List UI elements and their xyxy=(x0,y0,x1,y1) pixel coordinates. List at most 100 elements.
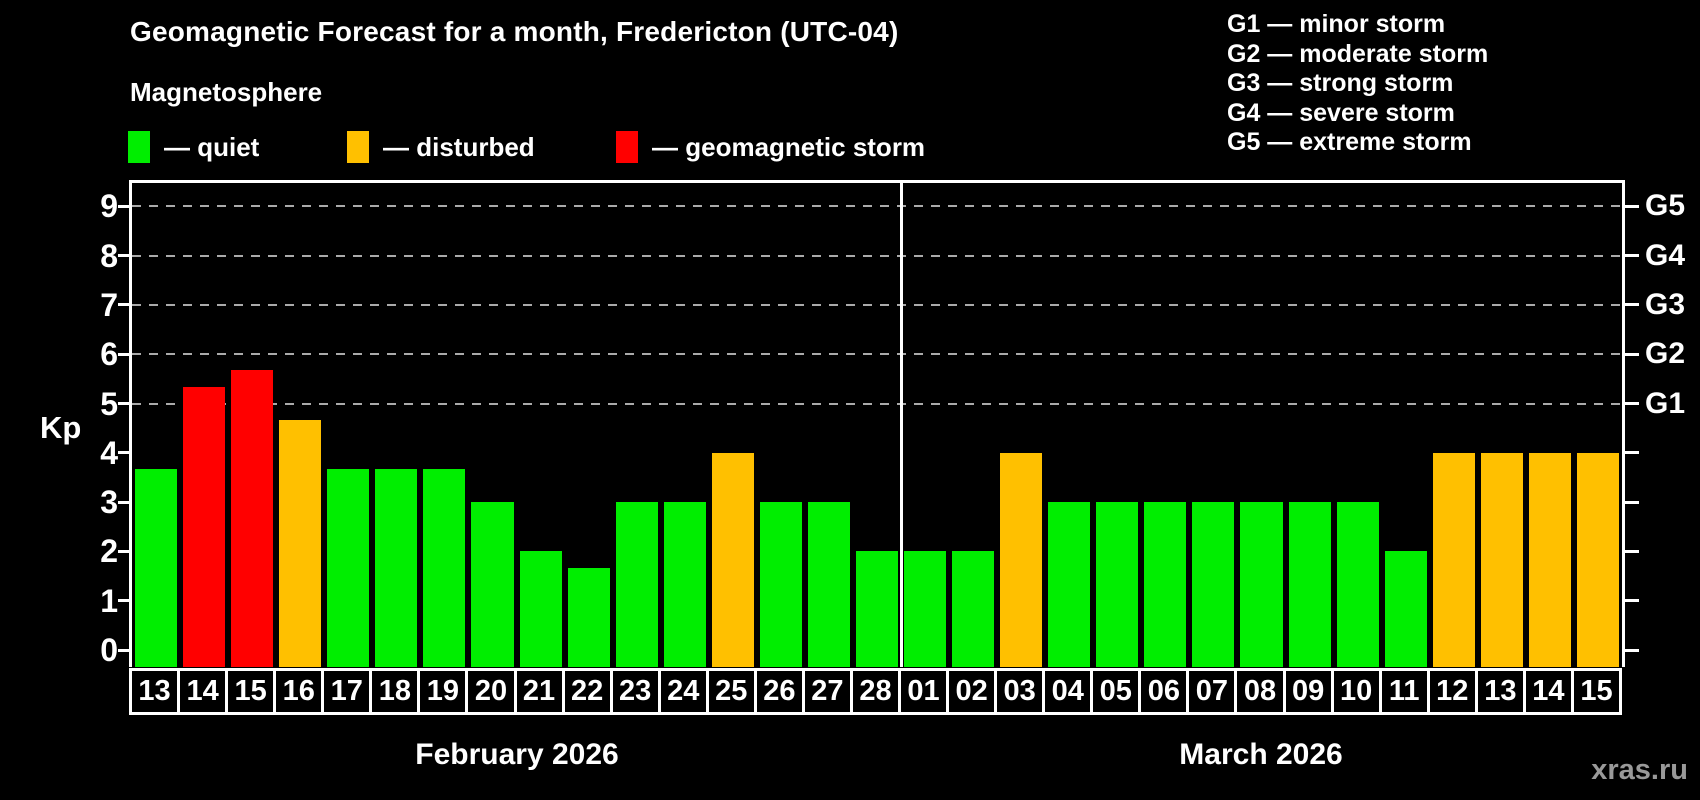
kp-axis-label-3: 3 xyxy=(100,484,118,521)
grid-line-kp6 xyxy=(132,353,1622,356)
date-cell-feb-18: 18 xyxy=(369,668,421,715)
left-tick-0 xyxy=(118,648,132,652)
legend-item-label: — geomagnetic storm xyxy=(652,131,926,162)
bar-feb-20 xyxy=(471,502,514,667)
date-cell-mar-08: 08 xyxy=(1234,668,1286,715)
date-cell-mar-15: 15 xyxy=(1570,668,1622,715)
chart-subtitle: Magnetosphere xyxy=(130,77,323,107)
right-tick-2 xyxy=(1625,549,1639,553)
legend-item-quiet: — quiet xyxy=(128,131,259,163)
date-cell-mar-09: 09 xyxy=(1282,668,1334,715)
date-cell-feb-20: 20 xyxy=(465,668,517,715)
right-tick-6 xyxy=(1625,352,1639,356)
bar-mar-09 xyxy=(1288,502,1331,667)
bar-mar-02 xyxy=(952,551,995,667)
bar-mar-07 xyxy=(1192,502,1235,667)
date-cell-mar-13: 13 xyxy=(1474,668,1526,715)
watermark: xras.ru xyxy=(1591,754,1688,786)
disturbed-color-swatch xyxy=(347,131,369,163)
right-tick-0 xyxy=(1625,648,1639,652)
left-tick-3 xyxy=(118,500,132,504)
bar-mar-05 xyxy=(1096,502,1139,667)
bar-feb-23 xyxy=(615,502,658,667)
date-cell-feb-17: 17 xyxy=(321,668,373,715)
grid-line-kp5 xyxy=(132,402,1622,405)
left-tick-1 xyxy=(118,599,132,603)
g-axis-label-g2: G2 xyxy=(1645,337,1686,371)
bar-mar-14 xyxy=(1528,452,1571,667)
date-cell-mar-07: 07 xyxy=(1186,668,1238,715)
bar-feb-17 xyxy=(327,469,370,667)
bar-feb-13 xyxy=(135,469,178,667)
date-cell-mar-06: 06 xyxy=(1138,668,1190,715)
left-tick-5 xyxy=(118,402,132,405)
bar-feb-28 xyxy=(855,551,899,667)
g-scale-legend: G1 — minor storm G2 — moderate storm G3 … xyxy=(1227,10,1488,158)
date-cell-feb-28: 28 xyxy=(849,668,902,715)
g-axis-label-g1: G1 xyxy=(1645,386,1686,420)
bar-feb-14 xyxy=(183,387,226,667)
bar-mar-12 xyxy=(1432,452,1475,667)
g-scale-line-g5: G5 — extreme storm xyxy=(1227,128,1472,157)
legend-item-label: — disturbed xyxy=(383,131,535,162)
plot-area xyxy=(129,180,1625,667)
y-axis-title: Kp xyxy=(40,410,82,445)
page-title: Geomagnetic Forecast for a month, Freder… xyxy=(130,16,899,47)
date-cell-feb-23: 23 xyxy=(609,668,661,715)
left-tick-7 xyxy=(118,303,132,307)
date-cell-mar-10: 10 xyxy=(1330,668,1382,715)
storm-color-swatch xyxy=(616,131,638,163)
right-tick-5 xyxy=(1625,402,1639,405)
right-tick-1 xyxy=(1625,599,1639,603)
bar-mar-01 xyxy=(904,551,947,667)
g-scale-line-g1: G1 — minor storm xyxy=(1227,10,1446,38)
bar-feb-25 xyxy=(711,452,754,667)
left-tick-6 xyxy=(118,352,132,356)
left-tick-9 xyxy=(118,204,132,208)
date-cell-feb-16: 16 xyxy=(273,668,325,715)
date-cell-feb-27: 27 xyxy=(801,668,853,715)
date-cell-mar-05: 05 xyxy=(1090,668,1142,715)
date-cell-mar-01: 01 xyxy=(898,668,950,715)
date-cell-feb-21: 21 xyxy=(513,668,565,715)
bar-feb-16 xyxy=(279,419,322,667)
date-cell-feb-22: 22 xyxy=(561,668,613,715)
g-axis-label-g4: G4 xyxy=(1645,238,1686,272)
left-tick-8 xyxy=(118,254,132,258)
bar-mar-13 xyxy=(1480,452,1523,667)
bar-feb-19 xyxy=(423,469,466,667)
bar-feb-21 xyxy=(519,551,562,667)
kp-axis-label-0: 0 xyxy=(100,632,118,668)
bar-mar-03 xyxy=(1000,452,1043,667)
date-cell-mar-04: 04 xyxy=(1042,668,1094,715)
date-cell-feb-26: 26 xyxy=(753,668,805,715)
date-cell-mar-03: 03 xyxy=(994,668,1046,715)
date-cell-mar-14: 14 xyxy=(1522,668,1574,715)
month-label-february: February 2026 xyxy=(415,738,619,771)
right-tick-3 xyxy=(1625,500,1639,504)
grid-line-kp8 xyxy=(132,254,1622,257)
date-cell-mar-02: 02 xyxy=(946,668,998,715)
date-cell-feb-15: 15 xyxy=(225,668,277,715)
g-scale-line-g4: G4 — severe storm xyxy=(1227,98,1455,127)
grid-line-kp9 xyxy=(132,205,1622,208)
kp-axis-label-4: 4 xyxy=(100,434,118,471)
left-tick-4 xyxy=(118,451,132,455)
date-cell-mar-11: 11 xyxy=(1378,668,1430,715)
bar-feb-18 xyxy=(375,469,418,667)
month-divider xyxy=(899,183,903,667)
date-cell-mar-12: 12 xyxy=(1426,668,1478,715)
g-axis-label-g3: G3 xyxy=(1645,287,1686,321)
right-tick-9 xyxy=(1625,204,1639,208)
legend-item-storm: — geomagnetic storm xyxy=(616,131,925,163)
right-tick-4 xyxy=(1625,451,1639,455)
kp-axis-label-2: 2 xyxy=(100,533,118,570)
quiet-color-swatch xyxy=(128,131,150,163)
kp-axis-label-1: 1 xyxy=(100,582,118,619)
grid-line-kp7 xyxy=(132,303,1622,306)
date-cell-feb-14: 14 xyxy=(177,668,229,715)
g-scale-line-g3: G3 — strong storm xyxy=(1227,69,1454,98)
kp-axis-label-8: 8 xyxy=(100,237,118,274)
legend-item-disturbed: — disturbed xyxy=(347,131,535,163)
date-cell-feb-13: 13 xyxy=(129,668,181,715)
